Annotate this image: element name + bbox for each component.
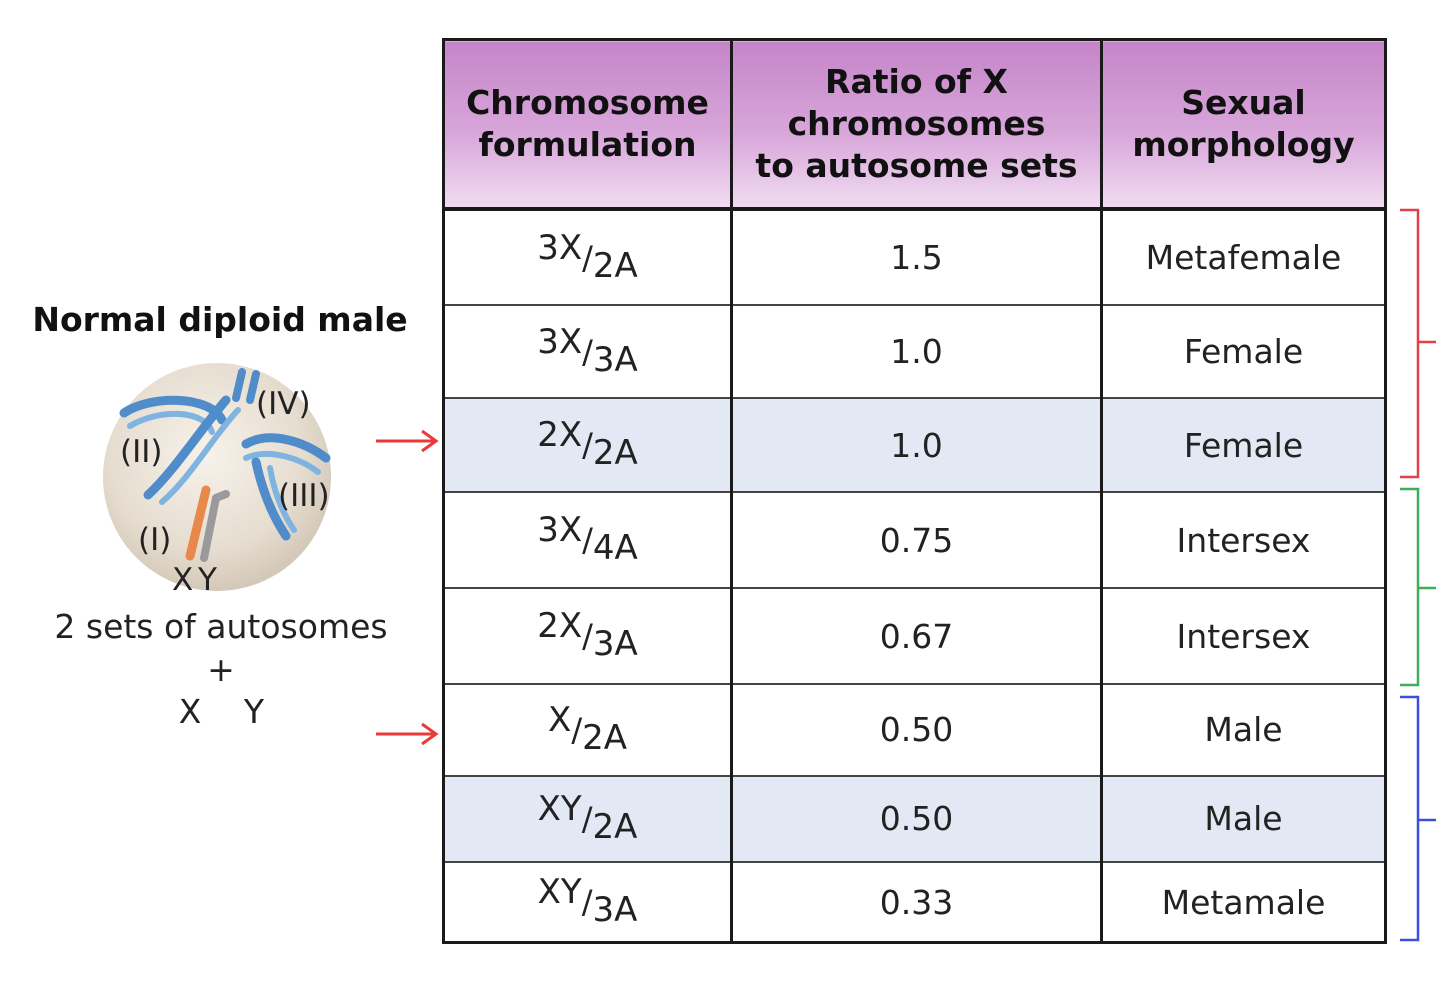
formulation-denominator: 2A xyxy=(582,717,627,758)
formulation-fraction: 3X/4A xyxy=(537,510,638,568)
x-label: X xyxy=(178,692,202,731)
header-sexual-morphology: Sexual morphology xyxy=(1100,38,1387,211)
chromosome-label-ii: (II) xyxy=(120,434,163,470)
ratio-cell: 1.5 xyxy=(730,207,1103,307)
formulation-slash: / xyxy=(582,332,593,371)
formulation-cell: 3X/4A xyxy=(442,491,733,589)
formulation-slash: / xyxy=(581,883,593,922)
bracket-intersex xyxy=(1400,487,1436,687)
cell-nucleus xyxy=(103,363,331,591)
table-row: X/2A 0.50 Male xyxy=(442,683,1387,777)
ratio-cell: 0.50 xyxy=(730,683,1103,777)
formulation-fraction: 3X/3A xyxy=(537,322,638,380)
formulation-fraction: 2X/3A xyxy=(537,606,638,664)
chromosome-label-iii: (III) xyxy=(278,478,330,514)
formulation-slash: / xyxy=(582,238,593,277)
formulation-fraction: XY/3A xyxy=(538,872,638,930)
table-row: 3X/4A 0.75 Intersex xyxy=(442,491,1387,589)
autosome-chromosomes xyxy=(119,368,331,541)
formulation-cell: 3X/3A xyxy=(442,304,733,399)
formulation-cell: X/2A xyxy=(442,683,733,777)
formulation-fraction: 3X/2A xyxy=(537,228,638,286)
table-row: 3X/3A 1.0 Female xyxy=(442,304,1387,399)
header-chromosome-formulation: Chromosome formulation xyxy=(442,38,733,211)
morphology-cell: Female xyxy=(1100,304,1387,399)
morphology-cell: Metafemale xyxy=(1100,207,1387,307)
chromosome-label-y: Y xyxy=(198,562,217,598)
table-row: 3X/2A 1.5 Metafemale xyxy=(442,207,1387,307)
formulation-slash: / xyxy=(582,521,593,560)
formulation-slash: / xyxy=(571,710,583,749)
morphology-cell: Male xyxy=(1100,683,1387,777)
formulation-numerator: 3X xyxy=(537,321,583,362)
formulation-numerator: XY xyxy=(537,788,582,829)
formulation-numerator: 3X xyxy=(537,227,583,268)
x-chromosome xyxy=(185,485,211,561)
formulation-denominator: 2A xyxy=(592,433,638,474)
autosomes-label: 2 sets of autosomes xyxy=(54,607,388,646)
morphology-cell: Female xyxy=(1100,396,1387,494)
ratio-cell: 1.0 xyxy=(730,396,1103,494)
formulation-numerator: X xyxy=(548,699,572,740)
formulation-cell: 2X/2A xyxy=(442,396,733,494)
chromosome-label-iv: (IV) xyxy=(256,386,311,422)
morphology-cell: Metamale xyxy=(1100,861,1387,944)
chromosome-label-i: (I) xyxy=(138,522,172,558)
table-row: 2X/2A 1.0 Female xyxy=(442,396,1387,494)
formulation-cell: XY/2A xyxy=(442,774,733,864)
ratio-cell: 0.75 xyxy=(730,491,1103,589)
y-chromosome xyxy=(200,490,230,562)
plus-sign: + xyxy=(207,650,235,689)
formulation-denominator: 2A xyxy=(592,245,638,286)
formulation-slash: / xyxy=(582,426,593,465)
bracket-male xyxy=(1400,695,1436,942)
table-row: XY/3A 0.33 Metamale xyxy=(442,861,1387,944)
table-header-row: Chromosome formulation Ratio of X chromo… xyxy=(442,38,1387,211)
formulation-numerator: 3X xyxy=(537,510,583,551)
formulation-denominator: 4A xyxy=(592,528,638,569)
table-row: XY/2A 0.50 Male xyxy=(442,774,1387,864)
ratio-cell: 1.0 xyxy=(730,304,1103,399)
formulation-numerator: 2X xyxy=(537,606,583,646)
morphology-cell: Intersex xyxy=(1100,586,1387,686)
sex-determination-table: Chromosome formulation Ratio of X chromo… xyxy=(442,38,1387,944)
formulation-fraction: 2X/2A xyxy=(537,415,638,473)
formulation-numerator: 2X xyxy=(537,415,583,456)
header-ratio: Ratio of X chromosomes to autosome sets xyxy=(730,38,1103,211)
formulation-fraction: X/2A xyxy=(548,700,627,758)
cell-title: Normal diploid male xyxy=(32,300,408,339)
morphology-cell: Male xyxy=(1100,774,1387,864)
formulation-fraction: XY/2A xyxy=(538,789,638,847)
cell-illustration xyxy=(103,363,331,591)
formulation-numerator: XY xyxy=(537,872,582,913)
bracket-female xyxy=(1400,208,1436,479)
ratio-cell: 0.50 xyxy=(730,774,1103,864)
formulation-slash: / xyxy=(582,617,593,655)
ratio-cell: 0.67 xyxy=(730,586,1103,686)
formulation-denominator: 3A xyxy=(592,890,638,931)
y-label: Y xyxy=(243,692,265,731)
formulation-cell: XY/3A xyxy=(442,861,733,944)
chromosome-label-x: X xyxy=(172,562,194,598)
ratio-cell: 0.33 xyxy=(730,861,1103,944)
arrow-male-row xyxy=(376,722,439,746)
formulation-denominator: 3A xyxy=(592,624,638,664)
formulation-cell: 3X/2A xyxy=(442,207,733,307)
formulation-cell: 2X/3A xyxy=(442,586,733,686)
formulation-denominator: 3A xyxy=(592,339,638,380)
formulation-denominator: 2A xyxy=(592,806,638,847)
morphology-cell: Intersex xyxy=(1100,491,1387,589)
formulation-slash: / xyxy=(581,799,593,838)
table-row: 2X/3A 0.67 Intersex xyxy=(442,586,1387,686)
